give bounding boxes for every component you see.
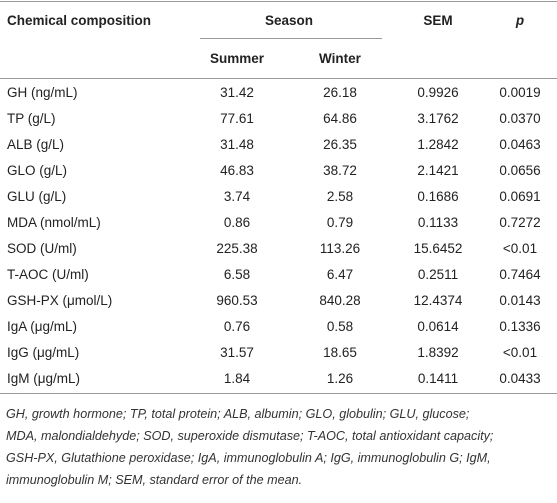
header-cell: SEM [423, 13, 453, 28]
cell: 0.0463 [499, 137, 541, 152]
row-label: SOD (U/ml) [7, 241, 77, 256]
footnote-line: MDA, malondialdehyde; SOD, superoxide di… [6, 429, 494, 443]
cell: 0.7464 [499, 267, 541, 282]
cell: 1.8392 [417, 345, 459, 360]
cell: 26.35 [323, 137, 357, 152]
cell: 26.18 [323, 85, 357, 100]
cell: 960.53 [216, 293, 258, 308]
cell: 2.58 [326, 189, 354, 204]
cell: 0.0143 [499, 293, 541, 308]
cell: 0.0691 [499, 189, 541, 204]
row-label: ALB (g/L) [7, 137, 65, 152]
cell: 15.6452 [413, 241, 463, 256]
cell: 225.38 [216, 241, 258, 256]
header-cell: Season [264, 13, 314, 28]
header-cell: Winter [319, 51, 361, 66]
cell: 0.0614 [417, 319, 459, 334]
row-label: MDA (nmol/mL) [7, 215, 101, 230]
cell: 0.2511 [417, 267, 459, 282]
cell: 31.57 [220, 345, 254, 360]
cell: 3.1762 [417, 111, 459, 126]
cell: <0.01 [502, 241, 538, 256]
row-label: IgM (μg/mL) [7, 371, 81, 386]
cell: 77.61 [220, 111, 254, 126]
footnote-line: immunoglobulin M; SEM, standard error of… [6, 473, 303, 487]
header-cell: Summer [209, 51, 265, 66]
cell: 0.86 [223, 215, 251, 230]
cell: 840.28 [319, 293, 361, 308]
cell: 1.2842 [417, 137, 459, 152]
cell: 1.26 [326, 371, 354, 386]
cell: 0.1336 [499, 319, 541, 334]
row-label: GSH-PX (μmol/L) [7, 293, 113, 308]
top-rule [0, 1, 557, 2]
cell: 38.72 [323, 163, 357, 178]
cell: 0.0370 [499, 111, 541, 126]
row-label: IgG (μg/mL) [7, 345, 80, 360]
cell: 0.1686 [417, 189, 459, 204]
cell: 3.74 [223, 189, 251, 204]
cell: 1.84 [223, 371, 251, 386]
cell: 46.83 [220, 163, 254, 178]
cell: 0.0433 [499, 371, 541, 386]
bottom-rule [0, 393, 557, 394]
cell: 18.65 [323, 345, 357, 360]
cell: <0.01 [502, 345, 538, 360]
header-cell: Chemical composition [7, 13, 152, 28]
cell: 113.26 [319, 241, 361, 256]
row-label: T-AOC (U/ml) [7, 267, 89, 282]
cell: 6.47 [326, 267, 354, 282]
cell: 6.58 [223, 267, 251, 282]
cell: 0.9926 [417, 85, 459, 100]
cell: 64.86 [323, 111, 357, 126]
cell: 31.48 [220, 137, 254, 152]
row-label: GLU (g/L) [7, 189, 67, 204]
cell: 12.4374 [413, 293, 463, 308]
cell: 31.42 [220, 85, 254, 100]
footnote-line: GSH-PX, Glutathione peroxidase; IgA, imm… [6, 451, 491, 465]
row-label: IgA (μg/mL) [7, 319, 78, 334]
footnote-line: GH, growth hormone; TP, total protein; A… [6, 407, 470, 421]
season-rule [200, 38, 382, 39]
cell: 0.58 [326, 319, 354, 334]
cell: 0.1411 [417, 371, 459, 386]
cell: 0.0656 [499, 163, 541, 178]
cell: 0.7272 [499, 215, 541, 230]
header-rule [0, 78, 557, 79]
row-label: GLO (g/L) [7, 163, 68, 178]
row-label: GH (ng/mL) [7, 85, 78, 100]
cell: 0.1133 [417, 215, 459, 230]
cell: 0.0019 [499, 85, 541, 100]
header-cell: p [515, 13, 525, 28]
cell: 2.1421 [417, 163, 459, 178]
row-label: TP (g/L) [7, 111, 56, 126]
cell: 0.79 [326, 215, 354, 230]
cell: 0.76 [223, 319, 251, 334]
